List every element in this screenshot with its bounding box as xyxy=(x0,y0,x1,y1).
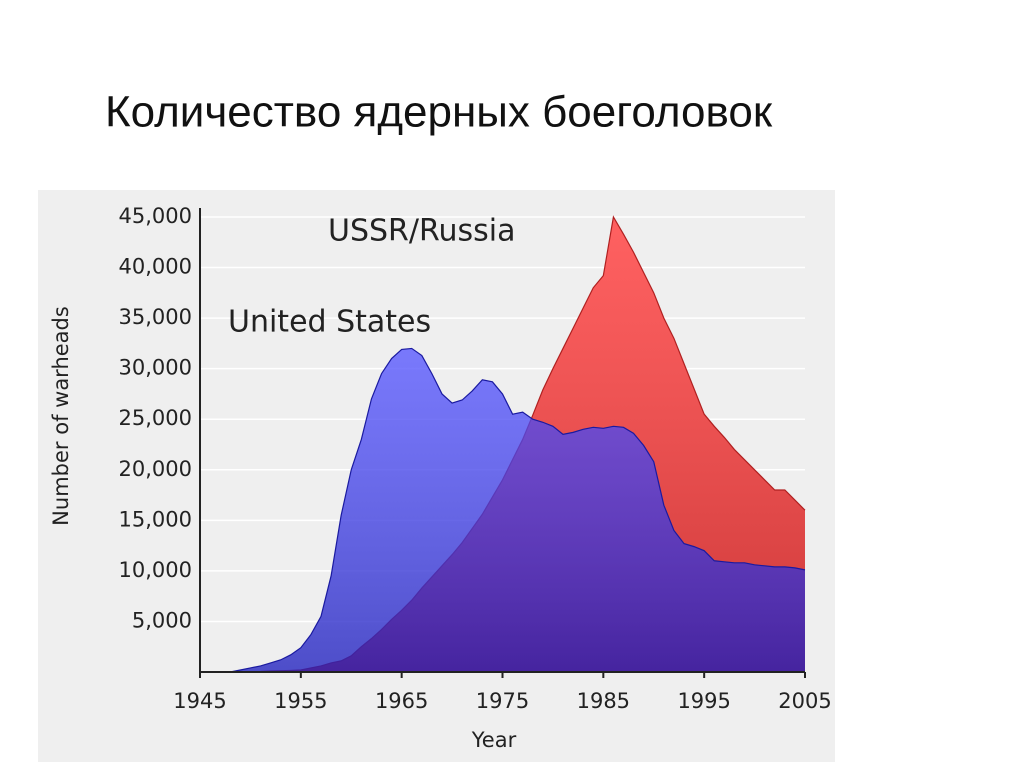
y-tick-label: 25,000 xyxy=(119,406,192,430)
y-tick-label: 10,000 xyxy=(119,558,192,582)
series-label: United States xyxy=(228,305,431,340)
x-tick-label: 2005 xyxy=(778,689,831,713)
x-tick-label: 1945 xyxy=(173,689,226,713)
x-tick-label: 1965 xyxy=(375,689,428,713)
slide-title: Количество ядерных боеголовок xyxy=(105,88,773,137)
y-tick-label: 35,000 xyxy=(119,305,192,329)
area-line xyxy=(200,347,806,673)
y-tick-label: 5,000 xyxy=(132,608,192,632)
y-tick-label: 40,000 xyxy=(119,255,192,279)
area-shade xyxy=(200,348,805,672)
x-tick-label: 1995 xyxy=(677,689,730,713)
y-tick-label: 20,000 xyxy=(119,457,192,481)
y-tick-label: 45,000 xyxy=(119,204,192,228)
x-axis-label: Year xyxy=(471,728,517,752)
x-tick-label: 1955 xyxy=(274,689,327,713)
x-tick-label: 1975 xyxy=(476,689,529,713)
y-axis-label: Number of warheads xyxy=(49,306,73,526)
x-tick-label: 1985 xyxy=(577,689,630,713)
y-tick-label: 15,000 xyxy=(119,507,192,531)
series-label: USSR/Russia xyxy=(328,214,516,249)
y-tick-label: 30,000 xyxy=(119,356,192,380)
